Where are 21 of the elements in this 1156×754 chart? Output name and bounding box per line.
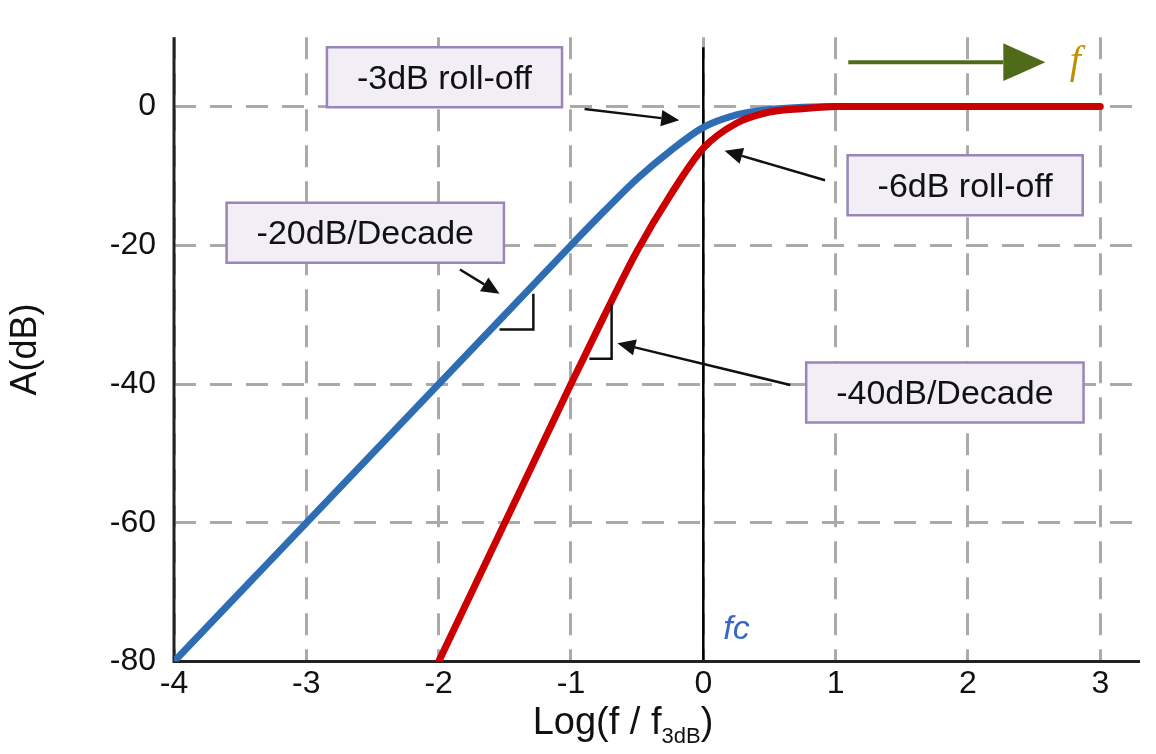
y-tick-label: -40 (109, 363, 156, 400)
y-tick-label: 0 (138, 86, 156, 123)
x-tick-label: -3 (292, 663, 321, 700)
y-tick-label: -20 (109, 225, 156, 262)
annotation: -6dB roll-off (877, 165, 1054, 204)
annotation: -3dB roll-off (356, 57, 533, 96)
ref-line-label: fc (723, 608, 750, 647)
y-tick-label: -60 (109, 502, 156, 539)
x-tick-label: -4 (159, 663, 189, 700)
x-tick-label: -2 (424, 663, 453, 700)
annotation: -40dB/Decade (836, 372, 1054, 411)
x-tick-label: 1 (826, 663, 845, 700)
x-tick-label: -1 (556, 663, 586, 700)
y-tick-label: -80 (109, 641, 156, 678)
annotation: -20dB/Decade (256, 213, 474, 252)
x-tick-label: 0 (694, 663, 713, 700)
x-tick-label: 2 (959, 663, 977, 700)
x-tick-label: 3 (1091, 663, 1110, 700)
annotation: f (1069, 36, 1086, 82)
y-axis-title: A(dB) (2, 303, 44, 396)
x-axis-title: Log(f / f$_{3dB}$) (531, 700, 715, 749)
